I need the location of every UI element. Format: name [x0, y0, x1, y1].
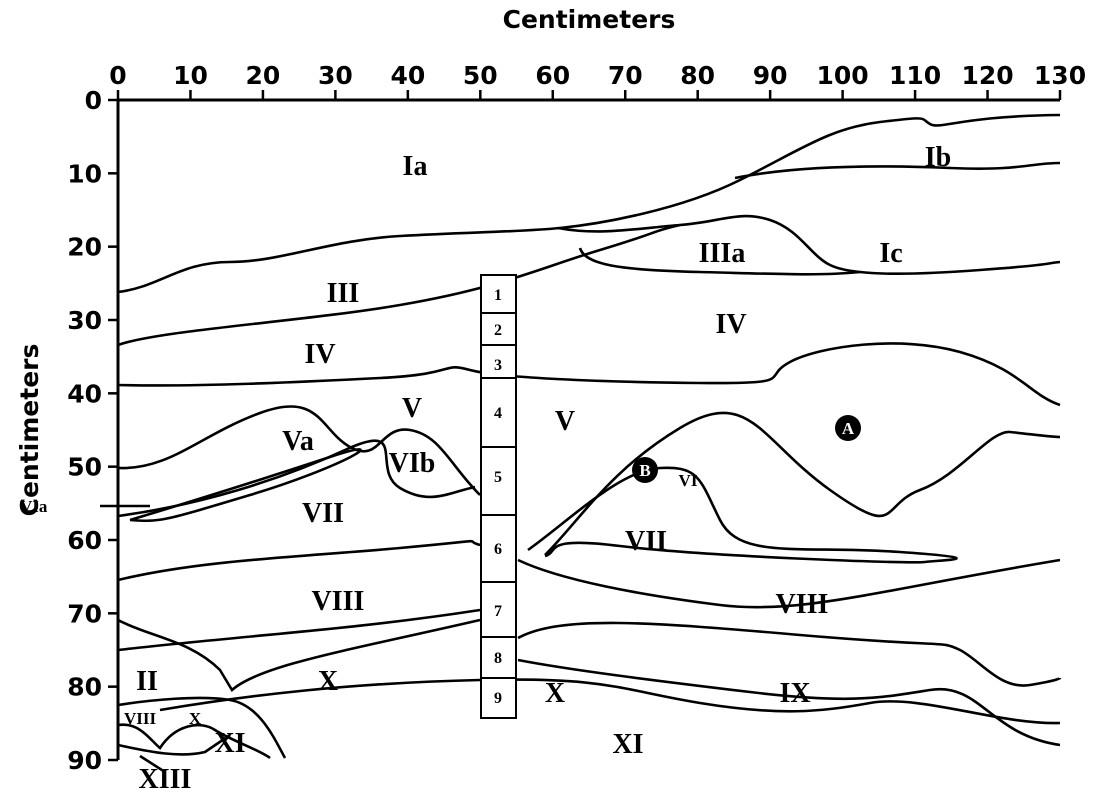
- layer-label: VIb: [389, 448, 436, 479]
- boundary: [735, 163, 1060, 178]
- x-tick-label: 110: [889, 61, 941, 90]
- y-tick-label: 90: [67, 746, 102, 775]
- sample-label: 8: [494, 650, 502, 667]
- sample-label: 1: [494, 287, 502, 304]
- y-axis-title: Centimeters: [15, 344, 44, 517]
- layer-label: IV: [715, 309, 746, 340]
- layer-label: VII: [625, 526, 667, 557]
- layer-label: Ib: [925, 142, 951, 173]
- boundary: [118, 225, 680, 345]
- y-tick-label: 50: [67, 453, 102, 482]
- boundary: [528, 468, 957, 562]
- boundary: [118, 620, 480, 690]
- y-tick-label: 40: [67, 379, 102, 408]
- layer-label: IX: [779, 678, 810, 709]
- x-tick-label: 90: [753, 61, 788, 90]
- y-tick-label: 20: [67, 233, 102, 262]
- x-tick-label: 130: [1034, 61, 1086, 90]
- layer-label: VI: [679, 471, 698, 490]
- sample-label: 3: [494, 357, 502, 374]
- layer-label: VII: [302, 498, 344, 529]
- layer-label: X: [545, 678, 565, 709]
- marker-label: A: [842, 419, 855, 438]
- layer-label: Ic: [879, 238, 902, 269]
- boundary: [118, 610, 480, 650]
- boundary: [118, 541, 480, 580]
- layer-label: X: [318, 666, 338, 697]
- boundary: [160, 680, 1060, 724]
- sample-label: 9: [494, 690, 502, 707]
- sample-column: 1 2 3 4 5 6 7 8 9: [481, 275, 516, 718]
- x-tick-label: 70: [608, 61, 643, 90]
- y-tick-label: 10: [67, 159, 102, 188]
- boundaries: [100, 115, 1060, 772]
- x-axis-title: Centimeters: [503, 5, 676, 34]
- layer-label: XI: [214, 728, 245, 759]
- x-tick-label: 10: [173, 61, 208, 90]
- y-tick-label: 70: [67, 599, 102, 628]
- sample-label: 2: [494, 322, 502, 339]
- layer-label: IV: [304, 339, 335, 370]
- x-tick-label: 120: [961, 61, 1013, 90]
- boundary: [518, 623, 1060, 686]
- x-tick-label: 0: [109, 61, 126, 90]
- layer-label: XI: [612, 729, 643, 760]
- y-tick-label: 0: [85, 86, 102, 115]
- layer-label: IIIa: [699, 238, 746, 269]
- y-tick-label: 30: [67, 306, 102, 335]
- markers: A B: [632, 415, 861, 483]
- sample-label: 5: [494, 469, 502, 486]
- x-tick-label: 30: [318, 61, 353, 90]
- profile-diagram: 1 2 3 4 5 6 7 8 9 A B Ia Ib IIIa Ic III …: [0, 0, 1100, 799]
- layer-label: V: [402, 393, 422, 424]
- layer-label: II: [136, 666, 158, 697]
- layer-label: III: [327, 278, 360, 309]
- layer-label: VIII: [124, 709, 157, 728]
- layer-label: Ia: [403, 151, 428, 182]
- boundary: [558, 216, 1060, 274]
- layer-label: VIII: [776, 589, 829, 620]
- boundary: [118, 115, 1060, 292]
- sample-label: 6: [494, 541, 502, 558]
- layer-label: Va: [282, 426, 314, 457]
- x-tick-label: 40: [390, 61, 425, 90]
- x-tick-label: 20: [246, 61, 281, 90]
- y-tick-label: 80: [67, 673, 102, 702]
- x-tick-label: 60: [535, 61, 570, 90]
- boundary: [118, 735, 230, 754]
- sample-label: 4: [494, 405, 502, 422]
- boundary: [545, 413, 1060, 555]
- x-tick-label: 100: [817, 61, 869, 90]
- layer-label: V: [555, 406, 575, 437]
- layer-label: XIII: [139, 764, 192, 795]
- x-tick-label: 50: [463, 61, 498, 90]
- marker-label: B: [639, 461, 650, 480]
- layer-label: VIII: [312, 586, 365, 617]
- layer-label: X: [189, 709, 202, 728]
- sample-label: 7: [494, 603, 502, 620]
- boundary: [118, 343, 1060, 405]
- x-tick-label: 80: [680, 61, 715, 90]
- y-tick-label: 60: [67, 526, 102, 555]
